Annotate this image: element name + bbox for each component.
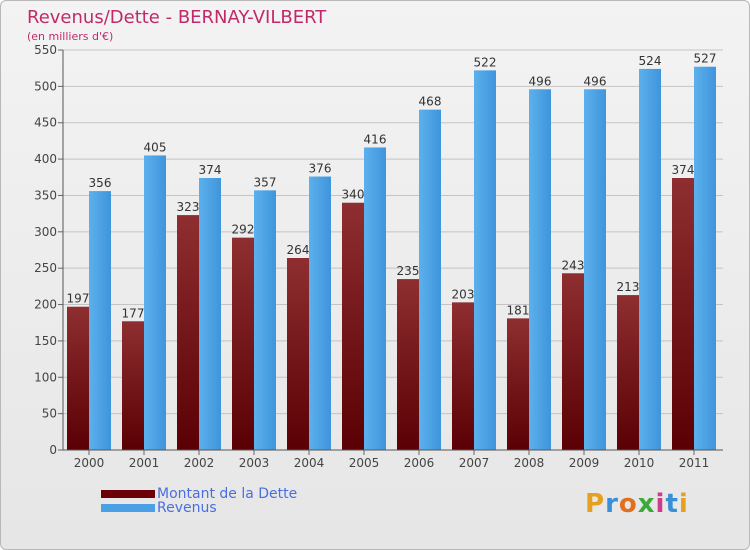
legend-swatch-revenue <box>101 504 155 512</box>
bar-debt <box>67 306 89 450</box>
legend-label-debt: Montant de la Dette <box>157 486 298 502</box>
data-label-debt: 203 <box>452 287 475 301</box>
y-tick-label: 500 <box>34 79 57 93</box>
bars <box>67 66 716 451</box>
x-tick-label: 2008 <box>514 456 545 470</box>
bar-debt <box>287 258 309 450</box>
bar-debt <box>177 215 199 450</box>
data-label-revenue: 527 <box>694 52 717 66</box>
y-tick-label: 200 <box>34 298 57 312</box>
y-tick-label: 0 <box>49 443 57 457</box>
y-axis-ticks: 0 50 100 150 200 250 300 350 400 450 500 550 <box>34 43 64 457</box>
bar-revenue <box>474 70 496 450</box>
data-label-revenue: 522 <box>474 55 497 69</box>
brand-letter: t <box>665 489 679 519</box>
bar-debt <box>452 302 474 450</box>
bar-revenue <box>89 191 111 450</box>
data-label-debt: 340 <box>342 188 365 202</box>
bar-revenue <box>584 89 606 450</box>
bar-revenue <box>529 89 551 450</box>
data-label-revenue: 496 <box>584 74 607 88</box>
legend-label-revenue: Revenus <box>157 500 217 516</box>
bar-revenue <box>694 66 716 451</box>
brand-letter: i <box>655 489 666 519</box>
bar-debt <box>672 178 694 450</box>
data-label-revenue: 405 <box>144 140 167 154</box>
bar-debt <box>562 273 584 450</box>
bar-debt <box>232 237 254 450</box>
brand-logo: Proxiti <box>585 489 689 519</box>
data-label-debt: 181 <box>507 303 530 317</box>
bar-debt <box>617 295 639 450</box>
bar-debt <box>342 202 364 450</box>
x-tick-label: 2007 <box>459 456 490 470</box>
y-tick-label: 100 <box>34 370 57 384</box>
bar-revenue <box>254 190 276 450</box>
data-label-debt: 323 <box>177 200 200 214</box>
x-tick-label: 2002 <box>184 456 215 470</box>
chart-subtitle: (en milliers d'€) <box>27 30 114 43</box>
x-tick-label: 2004 <box>294 456 325 470</box>
chart-title: Revenus/Dette - BERNAY-VILBERT <box>27 7 327 28</box>
data-label-debt: 243 <box>562 258 585 272</box>
data-label-revenue: 524 <box>639 54 662 68</box>
y-tick-label: 350 <box>34 188 57 202</box>
x-tick-label: 2011 <box>679 456 710 470</box>
data-label-revenue: 356 <box>89 176 112 190</box>
bar-debt <box>507 318 529 450</box>
bar-debt <box>397 279 419 450</box>
bar-revenue <box>419 109 441 451</box>
data-label-revenue: 376 <box>309 162 332 176</box>
bar-debt <box>122 321 144 450</box>
bar-revenue <box>309 176 331 450</box>
x-tick-label: 2001 <box>129 456 160 470</box>
y-tick-label: 150 <box>34 334 57 348</box>
x-tick-label: 2006 <box>404 456 435 470</box>
y-tick-label: 400 <box>34 152 57 166</box>
brand-letter: x <box>637 489 656 519</box>
data-label-debt: 197 <box>67 292 90 306</box>
bar-revenue <box>144 155 166 451</box>
data-label-debt: 213 <box>617 280 640 294</box>
data-label-debt: 292 <box>232 223 255 237</box>
x-tick-label: 2010 <box>624 456 655 470</box>
brand-letter: o <box>618 489 638 519</box>
grid-lines <box>63 49 723 451</box>
data-label-revenue: 416 <box>364 132 387 146</box>
data-label-revenue: 468 <box>419 95 442 109</box>
bar-revenue <box>199 178 221 450</box>
data-label-debt: 374 <box>672 163 695 177</box>
y-tick-label: 50 <box>42 407 57 421</box>
data-label-revenue: 496 <box>529 74 552 88</box>
x-tick-label: 2003 <box>239 456 270 470</box>
y-tick-label: 550 <box>34 43 57 57</box>
data-label-debt: 177 <box>122 306 145 320</box>
data-label-debt: 235 <box>397 264 420 278</box>
x-tick-label: 2000 <box>74 456 105 470</box>
x-tick-label: 2009 <box>569 456 600 470</box>
data-label-revenue: 357 <box>254 175 277 189</box>
legend-swatch-debt <box>101 490 155 498</box>
brand-letter: r <box>605 489 619 519</box>
x-tick-label: 2005 <box>349 456 380 470</box>
data-label-revenue: 374 <box>199 163 222 177</box>
data-label-debt: 264 <box>287 243 310 257</box>
y-tick-label: 300 <box>34 225 57 239</box>
brand-letter: i <box>678 489 689 519</box>
y-tick-label: 250 <box>34 261 57 275</box>
brand-letter: P <box>585 489 606 519</box>
bar-revenue <box>364 147 386 451</box>
data-labels: 197 356 177 405 323 374 292 357 264 376 340 416 235 4… <box>67 52 717 321</box>
y-tick-label: 450 <box>34 116 57 130</box>
x-axis-ticks: 2000 2001 2002 2003 2004 2005 2006 2007 2008 2009… <box>63 449 723 470</box>
bar-revenue <box>639 68 661 450</box>
